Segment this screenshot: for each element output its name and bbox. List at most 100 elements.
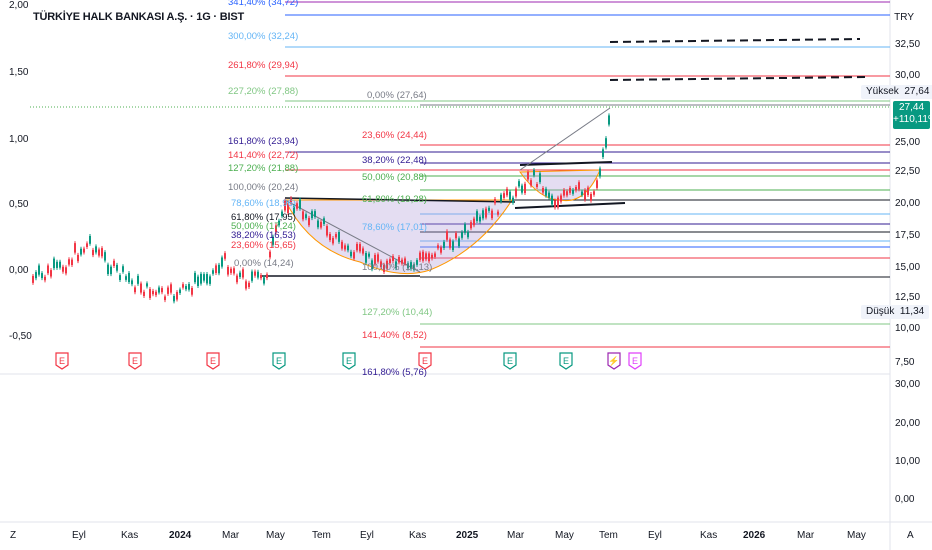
earnings-event-icon[interactable]: E [503,352,517,370]
volume-tick: 10,00 [895,456,921,467]
candle-body [539,173,541,183]
fib-label: 127,20% (21,88) [228,163,299,174]
candle-body [50,270,52,277]
candle-body [608,115,610,125]
symbol-title[interactable]: TÜRKİYE HALK BANKASI A.Ş. · 1G · BIST [33,11,244,23]
candle-body [578,182,580,190]
fib-label: 161,80% (23,94) [228,136,299,147]
earnings-event-icon[interactable]: E [206,352,220,370]
candle-body [305,214,307,219]
candle-body [326,226,328,236]
earnings-event-icon[interactable]: E [559,352,573,370]
svg-text:E: E [59,356,65,366]
candle-body [551,195,553,205]
indicator-tick: 1,00 [9,134,29,145]
candle-body [68,259,70,265]
time-tick: A [907,530,914,541]
candle-body [350,251,352,257]
candle-body [284,200,286,211]
candle-body [158,287,160,293]
candle-body [113,260,115,267]
candle-body [500,194,502,202]
candle-body [563,190,565,196]
time-tick: 2025 [456,530,479,541]
candle-body [407,263,409,269]
candle-body [452,241,454,251]
high-label: Yüksek 27,64 [861,85,932,99]
earnings-event-icon[interactable]: E [55,352,69,370]
fib-label: 50,00% (17,24) [231,221,296,232]
candle-body [140,283,142,293]
dividend-event-icon[interactable]: ⚡ [607,352,621,370]
fib-levels-right [30,1,890,348]
candle-body [410,262,412,269]
time-tick: 2026 [743,530,766,541]
candle-body [176,292,178,300]
candle-body [251,271,253,281]
fib-label: 127,20% (10,44) [362,307,433,318]
candle-body [38,265,40,275]
candle-body [308,217,310,226]
fib-label: 300,00% (32,24) [228,31,299,42]
candle-body [554,200,556,208]
candle-body [482,210,484,219]
candle-body [299,199,301,209]
candle-body [443,241,445,248]
price-tick: 32,50 [895,39,921,50]
candle-body [221,257,223,267]
candle-body [125,276,127,280]
candle-body [188,284,190,290]
price-tick: 7,50 [895,357,915,368]
svg-text:⚡: ⚡ [608,355,619,367]
earnings-event-icon[interactable]: E [418,352,432,370]
candle-body [62,266,64,272]
price-tick: 10,00 [895,323,921,334]
candle-body [434,253,436,257]
low-label: Düşük 11,34 [861,305,930,319]
candle-body [587,187,589,196]
fib-label: 23,60% (15,65) [231,240,296,251]
candle-body [593,191,595,195]
candle-body [581,191,583,196]
candle-body [491,210,493,219]
candle-body [272,236,274,245]
time-tick: May [266,530,285,541]
earnings-event-icon[interactable]: E [272,352,286,370]
earnings-event-icon[interactable]: E [128,352,142,370]
time-tick: Eyl [648,530,662,541]
candle-body [248,282,250,288]
currency-label[interactable]: TRY [894,12,914,23]
candle-body [230,268,232,273]
candle-body [98,249,100,256]
candle-body [293,206,295,214]
candle-body [164,296,166,301]
time-tick: Mar [507,530,525,541]
candle-body [242,269,244,278]
price-tick: 20,00 [895,198,921,209]
candle-body [353,252,355,259]
candle-body [545,188,547,196]
candle-body [233,268,235,274]
candle-body [485,208,487,218]
candle-body [470,222,472,229]
earnings-event-icon[interactable]: E [628,352,642,370]
candle-body [77,254,79,262]
candle-body [560,195,562,202]
candle-body [521,185,523,193]
candle-body [53,258,55,269]
price-tick: 30,00 [895,70,921,81]
candle-body [575,186,577,191]
svg-text:E: E [346,356,352,366]
volume-tick: 20,00 [895,418,921,429]
candle-body [65,267,67,274]
candle-body [149,289,151,298]
volume-tick: 30,00 [895,379,921,390]
earnings-event-icon[interactable]: E [342,352,356,370]
candle-body [215,265,217,273]
candle-body [92,249,94,256]
candle-body [479,216,481,222]
candle-body [497,211,499,215]
indicator-tick: 0,50 [9,199,29,210]
candle-body [467,231,469,238]
